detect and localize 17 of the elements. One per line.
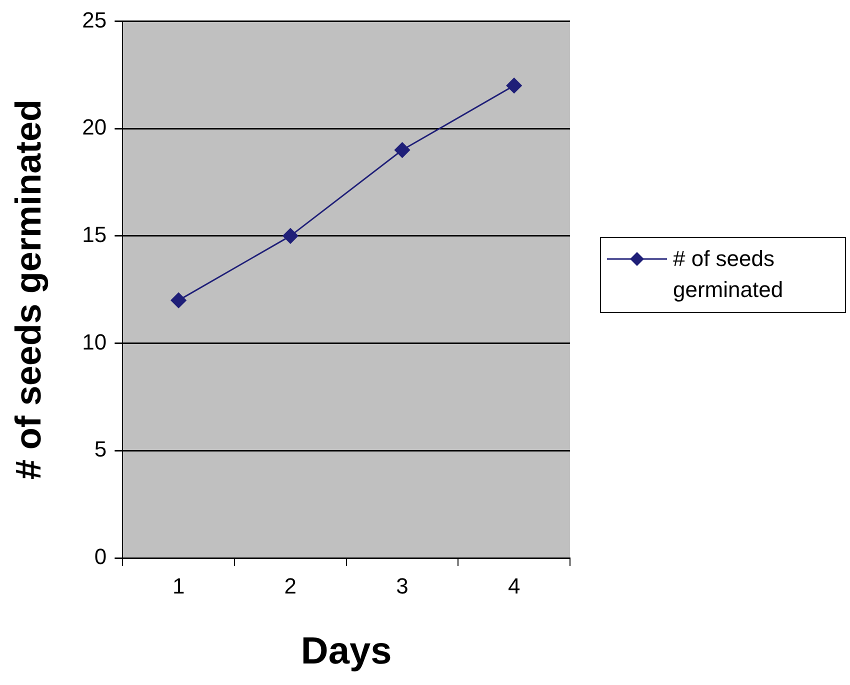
y-tick-label: 15 xyxy=(82,222,107,247)
y-tick-label: 20 xyxy=(82,114,107,140)
y-tick-label: 10 xyxy=(82,329,107,354)
x-tick-label: 1 xyxy=(172,573,185,598)
x-tick-label: 2 xyxy=(284,573,297,598)
y-tick-label: 0 xyxy=(94,544,107,570)
point xyxy=(282,228,298,244)
y-axis-title: # of seeds germinated xyxy=(8,100,49,480)
y-tick-label: 25 xyxy=(82,7,107,32)
x-tick-label: 4 xyxy=(508,573,520,598)
legend-label: # of seeds germinated xyxy=(673,245,784,304)
y-tick-label: 5 xyxy=(94,436,107,462)
x-tick-label: 3 xyxy=(396,573,408,598)
point xyxy=(394,142,410,158)
point xyxy=(170,292,186,308)
x-axis-title: Days xyxy=(300,630,392,673)
point xyxy=(506,78,522,94)
